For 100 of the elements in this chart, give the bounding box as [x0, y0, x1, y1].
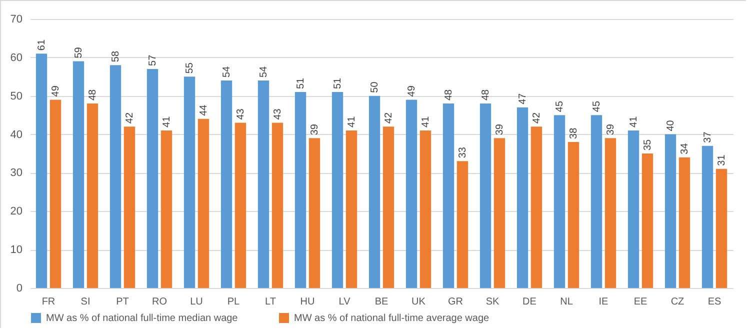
bar	[494, 138, 506, 288]
y-tick-label: 40	[10, 128, 22, 141]
data-label: 41	[346, 116, 358, 128]
x-tick-label: GR	[448, 296, 463, 308]
bar	[308, 138, 320, 288]
data-label: 37	[702, 131, 714, 143]
x-tick-label: HU	[300, 296, 315, 308]
bar	[604, 138, 616, 288]
bar	[628, 130, 640, 288]
data-label: 39	[494, 124, 506, 136]
data-label: 44	[198, 104, 210, 116]
bar	[146, 68, 158, 288]
bar	[590, 115, 602, 288]
bar	[554, 115, 566, 288]
data-label: 41	[161, 116, 172, 128]
bar	[530, 126, 542, 288]
data-label: 48	[480, 88, 492, 101]
data-label: 43	[235, 108, 246, 120]
x-tick-label: SI	[80, 296, 90, 308]
bar	[160, 130, 172, 288]
x-tick-label: EE	[634, 296, 648, 308]
x-tick-label: FR	[42, 296, 56, 308]
data-label: 50	[370, 81, 381, 93]
data-label: 54	[258, 66, 270, 78]
bar	[456, 161, 468, 288]
data-label: 39	[605, 124, 616, 136]
data-label: 40	[666, 120, 677, 132]
x-tick-label: LT	[265, 296, 276, 308]
bar	[480, 104, 492, 288]
data-label: 49	[406, 85, 418, 97]
x-tick-label: IE	[598, 296, 609, 308]
y-tick-label: 20	[10, 206, 22, 218]
data-label: 41	[628, 116, 640, 128]
x-tick-label: LV	[338, 296, 351, 308]
legend-label: MW as % of national full-time average wage	[294, 313, 490, 324]
data-label: 61	[36, 39, 48, 51]
data-label: 45	[592, 100, 603, 112]
x-tick-label: PL	[227, 296, 240, 308]
data-label: 54	[222, 66, 233, 78]
legend-label: MW as % of national full-time median wage	[46, 313, 238, 324]
bar	[716, 168, 728, 288]
data-label: 59	[74, 46, 85, 58]
bar	[702, 146, 714, 288]
bar	[406, 100, 418, 288]
bar	[36, 54, 48, 288]
data-label: 34	[679, 142, 690, 154]
bar	[86, 104, 98, 288]
x-tick-label: UK	[412, 296, 426, 308]
x-tick-label: CZ	[670, 296, 684, 308]
data-label: 39	[309, 124, 320, 136]
data-label: 51	[296, 77, 307, 90]
bar	[72, 61, 84, 288]
data-label: 48	[444, 88, 455, 101]
bar	[184, 76, 196, 288]
x-tick-label: LU	[190, 296, 203, 308]
x-tick-label: DE	[522, 296, 537, 308]
x-tick-label: BE	[374, 296, 388, 308]
bar	[382, 126, 394, 288]
bar	[516, 107, 528, 288]
data-label: 35	[642, 138, 654, 150]
x-tick-label: ES	[708, 296, 722, 308]
data-label: 31	[716, 154, 728, 166]
bar	[294, 92, 306, 288]
bar	[346, 130, 358, 288]
bar	[442, 104, 454, 288]
data-label: 48	[87, 88, 98, 101]
y-tick-label: 10	[10, 244, 22, 256]
bar	[568, 142, 580, 288]
data-label: 42	[383, 112, 394, 124]
bar	[678, 157, 690, 288]
data-label: 42	[531, 112, 542, 124]
bar	[110, 65, 122, 288]
data-label: 45	[554, 100, 566, 112]
x-tick-label: PT	[116, 296, 129, 308]
bar	[258, 80, 270, 288]
data-label: 57	[148, 54, 159, 66]
y-tick-label: 50	[10, 90, 22, 102]
x-tick-label: SK	[486, 296, 500, 308]
x-tick-label: RO	[152, 296, 168, 308]
bar	[220, 80, 232, 288]
data-label: 58	[110, 50, 122, 62]
bar	[368, 96, 380, 288]
bar	[420, 130, 432, 288]
bar	[642, 154, 654, 288]
bar	[332, 92, 344, 288]
bar	[664, 134, 676, 288]
bar	[272, 122, 284, 288]
x-tick-label: NL	[560, 296, 574, 308]
y-tick-label: 60	[10, 52, 22, 64]
data-label: 49	[50, 85, 62, 97]
data-label: 55	[184, 62, 196, 74]
data-label: 42	[124, 112, 136, 124]
data-label: 43	[272, 108, 284, 120]
data-label: 33	[457, 146, 468, 158]
data-label: 38	[568, 127, 580, 139]
bar	[124, 126, 136, 288]
bar	[198, 118, 210, 288]
y-tick-label: 0	[16, 282, 22, 294]
data-label: 41	[420, 116, 432, 128]
bar	[50, 100, 62, 288]
